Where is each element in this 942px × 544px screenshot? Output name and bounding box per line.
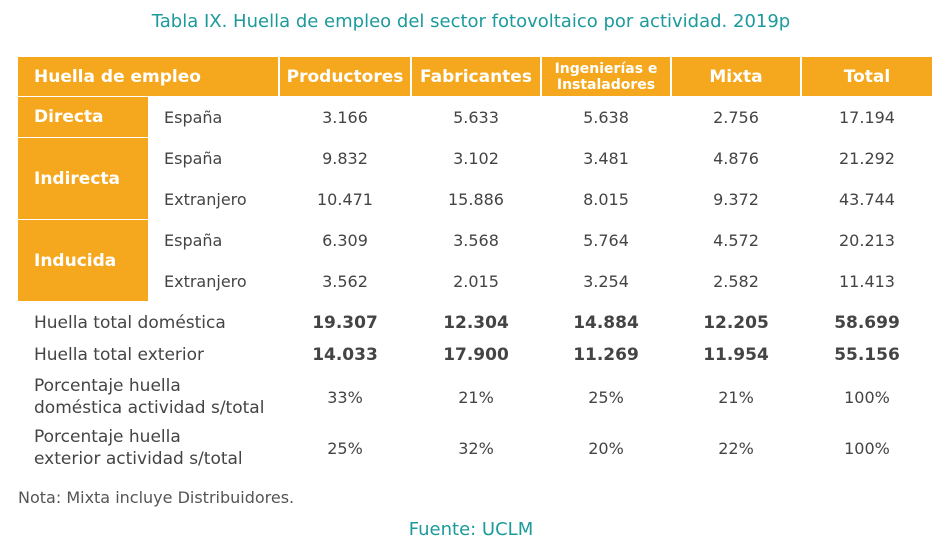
- value-cell: 3.102: [453, 149, 499, 168]
- value-cell: 11.413: [839, 272, 895, 291]
- percentage-value: 100%: [844, 387, 890, 407]
- percentage-value: 25%: [588, 387, 624, 407]
- value-cell: 8.015: [583, 190, 629, 209]
- source: Fuente: UCLM: [408, 518, 534, 540]
- total-value: 58.699: [834, 313, 900, 333]
- value-cell: 20.213: [839, 231, 895, 250]
- total-value: 14.033: [312, 345, 378, 365]
- row-sub-label: España: [164, 149, 223, 168]
- percentage-label: Porcentaje huella doméstica actividad s/t…: [34, 373, 284, 421]
- row-sub-label: Extranjero: [164, 190, 247, 209]
- value-cell: 5.638: [583, 108, 629, 127]
- total-label: Huella total doméstica: [34, 313, 226, 333]
- percentage-value: 21%: [718, 387, 754, 407]
- value-cell: 4.572: [713, 231, 759, 250]
- label-line: Porcentaje huella: [34, 427, 181, 447]
- percentage-label: Porcentaje huella exterior actividad s/to…: [34, 424, 284, 472]
- total-value: 12.304: [443, 313, 509, 333]
- value-cell: 3.254: [583, 272, 629, 291]
- group-label: Directa: [18, 97, 148, 137]
- group-label: Indirecta: [18, 138, 148, 219]
- total-value: 55.156: [834, 345, 900, 365]
- label-line: doméstica actividad s/total: [34, 398, 265, 418]
- value-cell: 4.876: [713, 149, 759, 168]
- value-cell: 3.166: [322, 108, 368, 127]
- header-cell: Huella de empleo: [18, 57, 278, 96]
- value-cell: 5.764: [583, 231, 629, 250]
- total-value: 17.900: [443, 345, 509, 365]
- value-cell: 3.481: [583, 149, 629, 168]
- note: Nota: Mixta incluye Distribuidores.: [18, 487, 295, 507]
- percentage-value: 25%: [327, 438, 363, 458]
- header-cell: Productores: [280, 57, 410, 96]
- label-line: Porcentaje huella: [34, 376, 181, 396]
- value-cell: 3.568: [453, 231, 499, 250]
- value-cell: 21.292: [839, 149, 895, 168]
- header-cell: Ingenierías e Instaladores: [542, 57, 670, 96]
- value-cell: 2.756: [713, 108, 759, 127]
- row-sub-label: España: [164, 231, 223, 250]
- value-cell: 10.471: [317, 190, 373, 209]
- total-value: 12.205: [703, 313, 769, 333]
- value-cell: 15.886: [448, 190, 504, 209]
- label-line: exterior actividad s/total: [34, 449, 243, 469]
- row-sub-label: Extranjero: [164, 272, 247, 291]
- value-cell: 9.372: [713, 190, 759, 209]
- value-cell: 6.309: [322, 231, 368, 250]
- percentage-value: 33%: [327, 387, 363, 407]
- percentage-value: 32%: [458, 438, 494, 458]
- total-value: 11.269: [573, 345, 639, 365]
- percentage-value: 100%: [844, 438, 890, 458]
- total-label: Huella total exterior: [34, 345, 205, 365]
- percentage-value: 21%: [458, 387, 494, 407]
- header-cell: Mixta: [672, 57, 800, 96]
- percentage-value: 20%: [588, 438, 624, 458]
- total-value: 14.884: [573, 313, 639, 333]
- group-label: Inducida: [18, 220, 148, 301]
- header-cell: Fabricantes: [412, 57, 540, 96]
- value-cell: 9.832: [322, 149, 368, 168]
- value-cell: 2.015: [453, 272, 499, 291]
- value-cell: 3.562: [322, 272, 368, 291]
- total-value: 11.954: [703, 345, 769, 365]
- value-cell: 5.633: [453, 108, 499, 127]
- total-value: 19.307: [312, 313, 378, 333]
- title: Tabla IX. Huella de empleo del sector fo…: [151, 10, 791, 32]
- header-cell: Total: [802, 57, 932, 96]
- row-sub-label: España: [164, 108, 223, 127]
- value-cell: 2.582: [713, 272, 759, 291]
- value-cell: 43.744: [839, 190, 895, 209]
- value-cell: 17.194: [839, 108, 895, 127]
- percentage-value: 22%: [718, 438, 754, 458]
